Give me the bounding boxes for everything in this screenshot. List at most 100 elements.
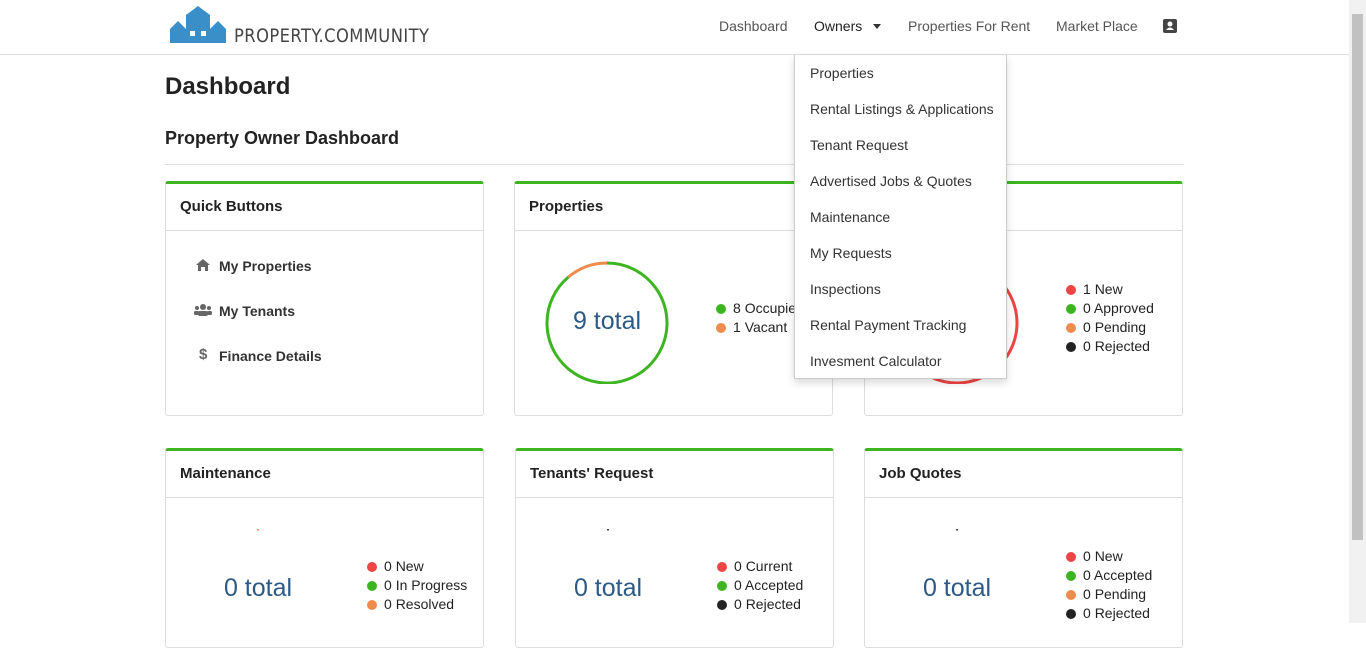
legend-label: Resolved <box>395 595 455 612</box>
legend-count: 0 <box>384 557 392 574</box>
dropdown-item[interactable]: Advertised Jobs & Quotes <box>810 173 972 189</box>
legend-label: New <box>1094 281 1123 297</box>
navbar: PROPERTY.COMMUNITY Dashboard Owners Prop… <box>0 0 1349 55</box>
caret <box>873 24 881 29</box>
legend-item: 0 Accepted <box>717 577 803 593</box>
page-title: Dashboard <box>165 73 291 100</box>
legend-dot <box>1066 342 1076 352</box>
dropdown-item[interactable]: Properties <box>810 65 874 81</box>
dropdown-item[interactable]: Maintenance <box>810 209 891 225</box>
dropdown-item[interactable]: My Requests <box>810 245 892 261</box>
legend-dot <box>716 304 726 314</box>
dropdown-item[interactable]: Tenant Request <box>810 137 909 153</box>
total-label: total <box>943 574 992 602</box>
legend-count: 0 <box>384 595 392 612</box>
quick-button[interactable]: Finance Details <box>219 348 322 364</box>
legend-label: Accepted <box>744 576 804 593</box>
donut-empty <box>956 529 958 531</box>
legend-label: Occupied <box>744 300 804 316</box>
scrollbar[interactable] <box>1349 0 1366 623</box>
donut-chart <box>956 529 958 531</box>
legend-item: 0 Accepted <box>1066 567 1152 583</box>
card-title: Properties <box>529 198 604 215</box>
nav-dashboard[interactable]: Dashboard <box>719 18 788 34</box>
nav-rent[interactable]: Properties For Rent <box>908 18 1031 34</box>
legend-label: Current <box>745 557 793 574</box>
quick-buttons-card: Quick Buttons My Properties My Tenants $… <box>165 181 484 416</box>
card-title: Tenants' Request <box>530 465 654 482</box>
divider <box>165 164 1184 165</box>
legend-dot <box>367 580 377 591</box>
total-value: 9 <box>572 307 587 335</box>
dropdown-item[interactable]: Inspections <box>810 281 881 297</box>
quick-button[interactable]: My Tenants <box>219 303 295 319</box>
legend-item: 0 New <box>367 558 424 574</box>
legend-item: 0 Pending <box>1066 586 1146 602</box>
legend-count: 8 <box>733 300 741 316</box>
users-icon <box>194 304 212 316</box>
legend-label: Pending <box>1094 586 1147 602</box>
donut-chart <box>545 261 669 384</box>
quick-button[interactable]: My Properties <box>219 258 312 274</box>
legend-count: 0 <box>1083 300 1091 316</box>
legend-label: Rejected <box>745 595 801 612</box>
legend-item: 0 Current <box>717 558 792 574</box>
scroll-thumb[interactable] <box>1352 14 1363 540</box>
legend-dot <box>1066 590 1076 600</box>
legend-item: 0 Approved <box>1066 300 1154 316</box>
card-title: Quick Buttons <box>180 198 283 215</box>
legend-item: 1 New <box>1066 281 1123 297</box>
dropdown-item[interactable]: Invesment Calculator <box>810 353 942 369</box>
legend-dot <box>717 599 727 610</box>
card-title: Maintenance <box>180 465 271 482</box>
legend-item: 0 Rejected <box>1066 605 1150 621</box>
profile-icon[interactable] <box>1163 19 1178 34</box>
legend-dot <box>717 580 727 591</box>
dropdown-item[interactable]: Rental Listings & Applications <box>810 101 994 117</box>
nav-market[interactable]: Market Place <box>1056 18 1138 34</box>
dropdown-item[interactable]: Rental Payment Tracking <box>810 317 967 333</box>
donut-chart <box>257 529 259 531</box>
stat-card: Maintenance 0 total 0 New 0 In Progress 0 Re… <box>165 448 484 648</box>
stat-card: Properties 9 total 8 Occupied 1 Vacant <box>514 181 833 416</box>
legend-dot <box>367 561 377 572</box>
legend-label: Rejected <box>1094 605 1150 621</box>
legend-count: 0 <box>734 595 742 612</box>
legend-label: Approved <box>1093 300 1154 316</box>
donut-segment <box>567 261 608 279</box>
legend-dot <box>1066 609 1076 619</box>
legend-count: 0 <box>1083 605 1091 621</box>
brand[interactable]: PROPERTY.COMMUNITY <box>234 25 430 47</box>
legend-item: 0 Rejected <box>1066 338 1150 354</box>
legend-item: 0 Resolved <box>367 596 454 612</box>
donut-segment <box>545 261 669 384</box>
logo <box>170 6 226 43</box>
legend-label: Vacant <box>744 319 788 335</box>
total-value: 0 <box>573 574 588 602</box>
stat-card: Job Quotes 0 total 0 New 0 Accepted 0 Pendin… <box>864 448 1183 648</box>
home-icon <box>196 259 210 271</box>
legend-item: 0 Pending <box>1066 319 1146 335</box>
card-header: Quick Buttons <box>166 184 483 231</box>
legend-label: Pending <box>1094 319 1147 335</box>
legend-dot <box>716 323 726 333</box>
dollar-icon: $ <box>199 346 208 363</box>
legend-label: In Progress <box>395 576 468 593</box>
legend-count: 0 <box>1083 338 1091 354</box>
legend-count: 0 <box>1083 586 1091 602</box>
legend-item: 8 Occupied <box>716 300 804 316</box>
legend-dot <box>1066 285 1076 295</box>
nav-owners[interactable]: Owners <box>814 18 863 34</box>
card-header: Tenants' Request <box>516 451 833 498</box>
legend-count: 0 <box>384 576 392 593</box>
card-header <box>865 184 1182 231</box>
card-header: Properties <box>515 184 832 231</box>
donut-total: 0 total <box>887 574 1027 603</box>
legend-count: 0 <box>1083 548 1091 564</box>
legend-count: 0 <box>734 576 742 593</box>
legend-count: 0 <box>734 557 742 574</box>
page-subtitle: Property Owner Dashboard <box>165 128 400 148</box>
total-value: 0 <box>223 574 238 602</box>
card-header: Job Quotes <box>865 451 1182 498</box>
